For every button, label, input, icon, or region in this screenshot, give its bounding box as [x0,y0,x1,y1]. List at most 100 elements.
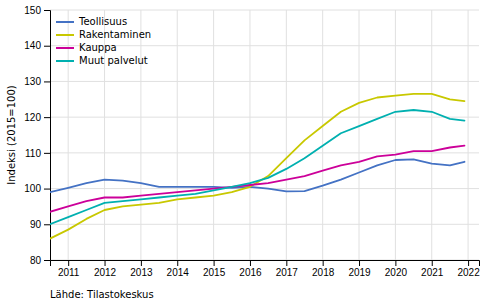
grid-line-x [286,10,287,260]
grid-line-x [395,10,396,260]
tick-label: 150 [24,5,41,16]
legend-label: Teollisuus [78,16,127,27]
tick-mark [44,153,50,154]
tick-mark [44,81,50,82]
tick: 110 [25,148,50,159]
x-axis-line [51,261,480,267]
tick: 140 [24,40,50,51]
tick: 2016 [239,260,262,278]
tick-label: 2013 [130,267,153,278]
chart: 2011 2012 2013 2014 2015 2016 2017 2018 2019 2020… [0,0,493,304]
tick-label: 2018 [312,267,335,278]
tick-mark [395,260,396,266]
tick-label: 120 [24,112,41,123]
tick-label: 2015 [203,267,226,278]
tick-mark [359,260,360,266]
tick-mark [68,260,69,266]
legend-item: Teollisuus [56,16,127,27]
tick-mark [44,10,50,11]
legend: Teollisuus Rakentaminen Kauppa Muut palvelu… [56,16,151,66]
tick-label: 90 [30,219,42,230]
legend-item: Rakentaminen [56,29,151,40]
legend-swatch [56,60,74,62]
tick: 2017 [276,260,299,278]
tick-label: 140 [24,40,41,51]
tick: 130 [24,76,50,87]
series-line [50,159,464,192]
tick-label: 100 [24,183,41,194]
grid-line-x [177,10,178,260]
tick-label: 2012 [94,267,117,278]
plot: 2011 2012 2013 2014 2015 2016 2017 2018 2019 2020… [24,5,480,278]
tick-label: 2021 [421,267,444,278]
tick-label: 2022 [457,267,480,278]
tick: 100 [24,183,50,194]
tick-mark [323,260,324,266]
tick-mark [141,260,142,266]
tick: 2018 [312,260,335,278]
tick-label: 2019 [348,267,371,278]
tick-label: 2020 [385,267,408,278]
series-line [50,94,464,239]
tick: 2022 [457,260,480,278]
tick: 2013 [130,260,153,278]
tick: 2014 [167,260,190,278]
tick-mark [105,260,106,266]
tick-label: 130 [24,76,41,87]
y-axis: 80 90 100 110 120 130 140 150 [24,5,50,266]
tick-mark [44,189,50,190]
legend-item: Kauppa [56,42,117,53]
tick-label: 110 [25,148,41,159]
grid-line-y [50,10,479,11]
x-axis: 2011 2012 2013 2014 2015 2016 2017 2018 2019 2020… [51,260,481,278]
tick: 90 [30,219,50,230]
tick: 2015 [203,260,226,278]
legend-swatch [56,47,74,49]
grid-line-x [468,10,469,260]
grid-line-x [431,10,432,260]
grid-line-x [322,10,323,260]
tick: 2012 [94,260,117,278]
grid-line-y [50,224,479,225]
legend-label: Rakentaminen [79,29,151,40]
tick-label: 80 [30,255,42,266]
tick-mark [214,260,215,266]
legend-swatch [56,21,74,23]
tick-mark [44,224,50,225]
tick-mark [432,260,433,266]
legend-label: Kauppa [79,42,117,53]
series-line [50,110,464,224]
annotation: Lähde: Tilastokeskus [50,289,154,300]
grid [50,10,479,260]
tick: 2019 [348,260,371,278]
tick-label: 2016 [239,267,262,278]
grid-line-y [50,117,479,118]
grid-line-y [50,81,479,82]
tick-mark [250,260,251,266]
tick-mark [44,117,50,118]
y-axis-title: Indeksi (2015=100) [6,85,17,185]
tick: 120 [24,112,50,123]
grid-line-x [140,10,141,260]
tick: 2011 [58,260,80,278]
tick-label: 2017 [276,267,299,278]
tick-label: 2014 [167,267,190,278]
tick: 2021 [421,260,444,278]
tick: 2020 [385,260,408,278]
tick-mark [44,46,50,47]
tick-mark [286,260,287,266]
grid-line-x [359,10,360,260]
grid-line-x [213,10,214,260]
grid-line-y [50,152,479,153]
y-axis-line [44,11,51,261]
tick-mark [44,260,50,261]
legend-item: Muut palvelut [56,55,148,66]
lines [50,94,464,239]
tick-mark [177,260,178,266]
legend-swatch [56,34,74,36]
tick-label: 2011 [58,267,80,278]
tick: 80 [30,255,50,266]
legend-label: Muut palvelut [79,55,148,66]
tick: 150 [24,5,50,16]
grid-line-x [249,10,250,260]
